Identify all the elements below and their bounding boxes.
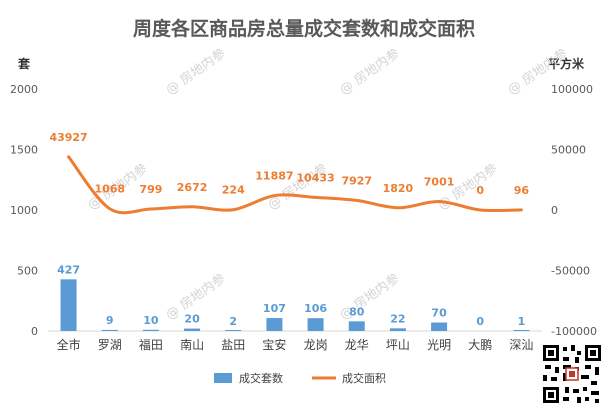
- watermark-text: @ 房地内参: [265, 160, 331, 213]
- watermark-text: @ 房地内参: [163, 45, 229, 98]
- bar: [389, 328, 406, 331]
- bar-data-label: 106: [304, 302, 327, 315]
- x-axis-tick-label: 罗湖: [98, 337, 122, 352]
- bar-data-label: 70: [431, 307, 447, 320]
- bar-data-label: 427: [57, 263, 80, 276]
- x-axis-tick-label: 福田: [139, 337, 163, 352]
- line-data-label: 43927: [49, 131, 87, 144]
- x-axis-tick-label: 深汕: [509, 338, 533, 352]
- bar-data-label: 107: [263, 302, 286, 315]
- x-axis-tick-label: 宝安: [262, 337, 286, 352]
- legend-bar-label: 成交套数: [239, 371, 283, 385]
- left-axis-unit: 套: [18, 57, 31, 71]
- x-axis-tick-label: 大鹏: [468, 338, 492, 352]
- bar-data-label: 22: [390, 312, 405, 325]
- line-data-label: 7927: [341, 174, 372, 187]
- bar: [60, 279, 77, 331]
- qr-code: [541, 343, 603, 405]
- line-data-label: 224: [222, 184, 245, 197]
- bar: [184, 328, 201, 331]
- legend-bar-swatch: [214, 373, 232, 383]
- line-data-label: 0: [476, 184, 484, 197]
- bar: [431, 322, 448, 331]
- bar-data-label: 10: [143, 314, 159, 327]
- chart-title: 周度各区商品房总量成交套数和成交面积: [132, 18, 475, 40]
- line-data-label: 2672: [177, 181, 208, 194]
- line-data-label: 799: [139, 183, 162, 196]
- bar: [513, 330, 530, 331]
- bar-data-label: 80: [349, 305, 365, 318]
- x-axis-tick-label: 坪山: [386, 338, 410, 352]
- line-data-label: 11887: [255, 170, 293, 183]
- line-data-label: 10433: [296, 171, 334, 184]
- bar: [348, 321, 365, 331]
- line-data-label: 96: [514, 184, 530, 197]
- bar-data-label: 1: [518, 315, 526, 328]
- left-axis-tick-label: 500: [17, 265, 38, 278]
- right-axis-tick-label: -100000: [551, 325, 597, 338]
- right-axis-tick-label: 0: [551, 204, 558, 217]
- series-line: [67, 155, 523, 215]
- left-axis-tick-label: 1500: [10, 144, 38, 157]
- right-axis-tick-label: 50000: [551, 144, 586, 157]
- line-data-label: 7001: [424, 176, 455, 189]
- bar: [266, 318, 283, 331]
- bar: [142, 329, 159, 331]
- x-axis-tick-label: 光明: [427, 338, 451, 352]
- left-axis-tick-label: 1000: [10, 204, 38, 217]
- bar-data-label: 9: [106, 314, 114, 327]
- left-axis-tick-label: 2000: [10, 83, 38, 96]
- right-axis-tick-label: -50000: [551, 265, 590, 278]
- x-axis-tick-label: 南山: [180, 337, 204, 352]
- bar: [225, 330, 242, 331]
- bar-data-label: 2: [229, 315, 237, 328]
- x-axis-tick-label: 龙华: [345, 338, 369, 352]
- left-axis-tick-label: 0: [31, 325, 38, 338]
- bar-data-label: 20: [184, 313, 200, 326]
- watermark-text: @ 房地内参: [337, 45, 403, 98]
- legend-line-label: 成交面积: [342, 371, 386, 385]
- x-axis-tick-label: 龙岗: [304, 338, 328, 352]
- right-axis-unit: 平方米: [548, 57, 585, 71]
- bar-data-label: 0: [476, 315, 484, 328]
- bar: [307, 318, 324, 331]
- x-axis-tick-label: 全市: [57, 337, 81, 352]
- bar: [101, 329, 118, 331]
- line-data-label: 1820: [383, 182, 414, 195]
- line-data-label: 1068: [94, 183, 125, 196]
- x-axis-tick-label: 盐田: [221, 338, 245, 352]
- right-axis-tick-label: 100000: [551, 83, 593, 96]
